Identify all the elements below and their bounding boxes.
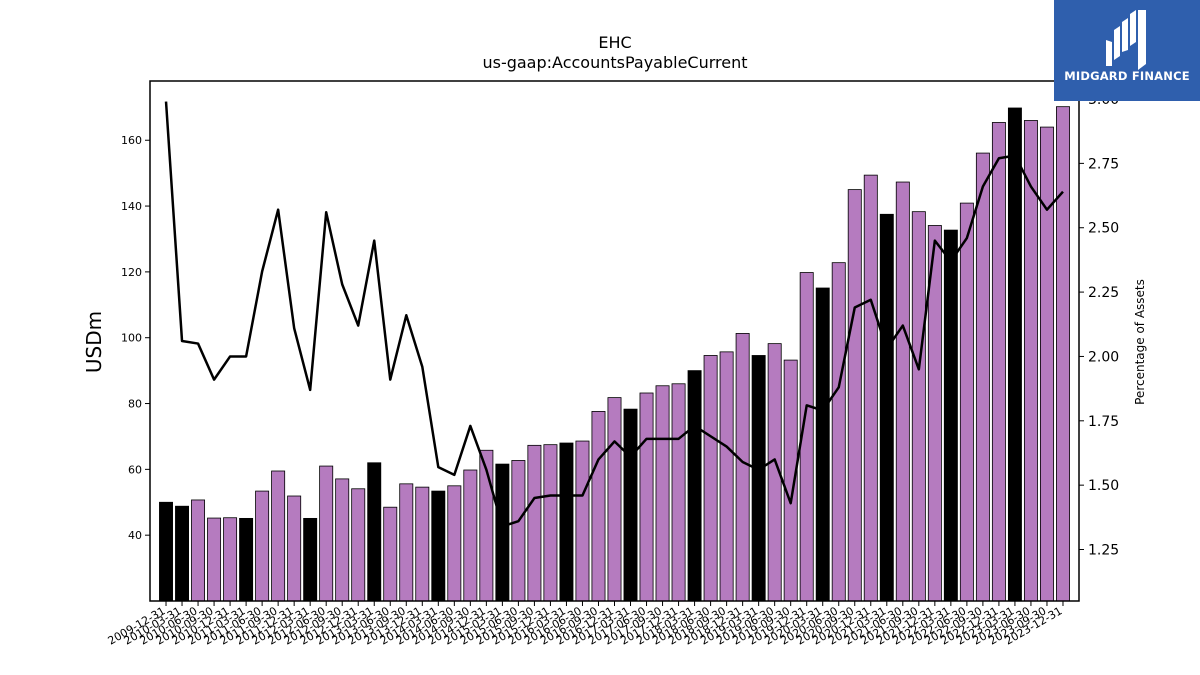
bar-quarterly xyxy=(287,495,302,602)
bar-quarterly xyxy=(911,211,926,602)
bar-quarterly xyxy=(383,506,398,602)
y2-tick-label: 2.00 xyxy=(1088,349,1119,365)
bar-annual xyxy=(175,505,190,602)
y2-tick-label: 1.25 xyxy=(1088,543,1119,559)
bar-annual xyxy=(239,517,254,602)
bar-quarterly xyxy=(719,351,734,602)
bar-quarterly xyxy=(415,486,430,602)
bar-annual xyxy=(751,355,766,602)
midgard-logo-icon xyxy=(1106,10,1146,70)
y2-tick-label: 2.50 xyxy=(1088,221,1119,237)
bar-annual xyxy=(159,501,173,602)
bar-quarterly xyxy=(255,490,270,602)
line-series xyxy=(164,101,1064,528)
y-axis-right: 1.251.501.752.002.252.502.753.00 xyxy=(1079,92,1119,559)
bar-quarterly xyxy=(735,333,750,602)
y-axis-label: USDm xyxy=(82,311,106,373)
bar-quarterly xyxy=(447,485,462,602)
bar-quarterly xyxy=(607,397,622,602)
bar-quarterly xyxy=(223,517,238,602)
y-tick-label: 60 xyxy=(128,463,142,476)
bar-quarterly xyxy=(319,465,334,602)
bar-quarterly xyxy=(271,470,286,602)
bar-quarterly xyxy=(463,469,478,602)
bar-annual xyxy=(815,287,830,602)
brand-name: MIDGARD FINANCE xyxy=(1064,69,1190,83)
bar-quarterly xyxy=(671,383,686,602)
bar-annual xyxy=(495,463,510,602)
y-tick-label: 160 xyxy=(121,134,142,147)
bar-quarterly xyxy=(639,392,654,602)
percentage-of-assets-line xyxy=(164,101,1064,528)
bar-annual xyxy=(687,370,702,602)
bar-quarterly xyxy=(991,122,1006,602)
bar-annual xyxy=(367,462,382,602)
bar-quarterly xyxy=(831,262,846,602)
bar-quarterly xyxy=(863,174,878,602)
bar-quarterly xyxy=(975,152,990,602)
bar-quarterly xyxy=(543,444,558,602)
bar-annual xyxy=(1007,107,1022,602)
bar-quarterly xyxy=(511,460,526,602)
y-axis-left: 40 60 80 100 120 140 160 xyxy=(121,134,150,542)
chart-title: EHC xyxy=(598,33,631,52)
bar-quarterly xyxy=(1056,106,1070,602)
y2-tick-label: 1.50 xyxy=(1088,478,1119,494)
y2-tick-label: 2.25 xyxy=(1088,285,1119,301)
bar-series xyxy=(159,106,1070,602)
bar-annual xyxy=(943,229,958,602)
bar-quarterly xyxy=(399,483,414,602)
bar-annual xyxy=(431,490,446,602)
y-tick-label: 40 xyxy=(128,529,142,542)
bar-quarterly xyxy=(655,385,670,602)
chart-subtitle: us-gaap:AccountsPayableCurrent xyxy=(482,53,747,72)
bar-quarterly xyxy=(591,411,606,602)
x-axis: 2009-12-312010-03-312010-06-302010-09-30… xyxy=(106,601,1064,648)
y2-axis-label: Percentage of Assets xyxy=(1133,279,1147,405)
bar-annual xyxy=(623,408,638,602)
bar-quarterly xyxy=(207,517,222,602)
bar-quarterly xyxy=(191,499,206,602)
brand-logo: MIDGARD FINANCE xyxy=(1054,0,1200,101)
y-tick-label: 140 xyxy=(121,200,142,213)
bar-quarterly xyxy=(847,189,862,602)
bar-quarterly xyxy=(351,488,366,602)
bar-quarterly xyxy=(703,355,718,602)
y-tick-label: 120 xyxy=(121,266,142,279)
bar-quarterly xyxy=(1040,126,1054,602)
y-tick-label: 80 xyxy=(128,398,142,411)
bar-quarterly xyxy=(895,181,910,602)
bar-quarterly xyxy=(335,478,350,602)
bar-quarterly xyxy=(527,444,542,602)
bar-annual xyxy=(559,442,574,602)
bar-annual xyxy=(879,213,894,602)
bar-quarterly xyxy=(575,440,590,602)
y-tick-label: 100 xyxy=(121,332,142,345)
y2-tick-label: 2.75 xyxy=(1088,156,1119,172)
bar-quarterly xyxy=(959,202,974,602)
y2-tick-label: 1.75 xyxy=(1088,414,1119,430)
bar-annual xyxy=(303,517,318,602)
